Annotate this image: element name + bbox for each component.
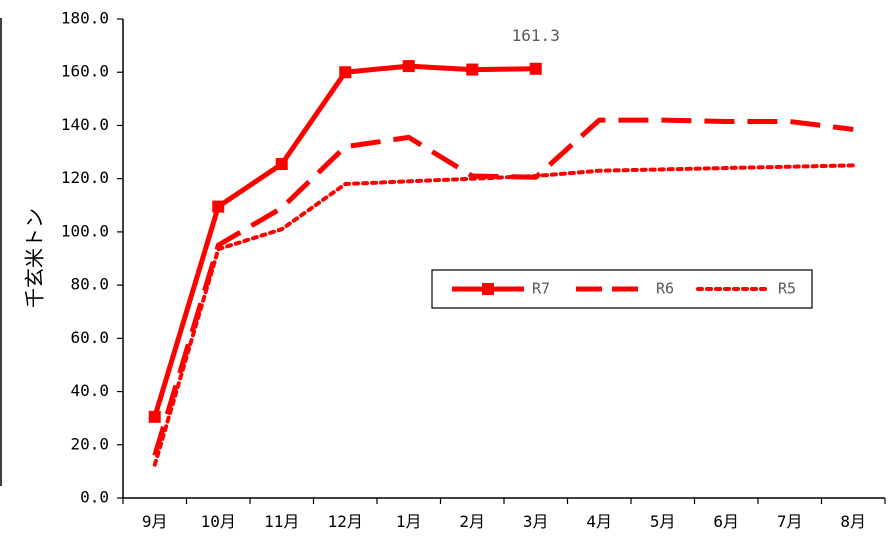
y-tick-label: 20.0 [70, 434, 109, 453]
series-R5 [152, 163, 856, 467]
data-point-R7 [529, 62, 542, 75]
x-tick-label: 2月 [459, 512, 485, 531]
y-tick-label: 40.0 [70, 381, 109, 400]
series-R6 [152, 117, 854, 457]
data-point-R7 [212, 200, 225, 213]
x-tick-label: 6月 [713, 512, 739, 531]
x-tick-label: 10月 [201, 512, 236, 531]
data-labels: 161.3 [512, 26, 560, 45]
series-line-R5 [152, 163, 856, 467]
legend-item-R7: R7 [452, 280, 550, 298]
x-tick-label: 3月 [523, 512, 549, 531]
data-point-R7 [402, 60, 415, 73]
y-tick-label: 0.0 [80, 488, 109, 507]
data-point-R7 [339, 66, 352, 79]
y-tick-label: 160.0 [61, 62, 109, 81]
x-tick-label: 4月 [586, 512, 612, 531]
x-tick-label: 1月 [396, 512, 422, 531]
series-line-R6 [152, 117, 854, 457]
x-tick-label: 11月 [264, 512, 299, 531]
series-line-R7 [152, 63, 536, 418]
legend-item-R5: R5 [696, 280, 796, 298]
legend-label-R6: R6 [656, 280, 674, 298]
data-point-R7 [466, 63, 479, 76]
legend-item-R6: R6 [576, 280, 674, 298]
x-tick-label: 8月 [840, 512, 866, 531]
series-layer [148, 60, 856, 467]
x-tick-label: 7月 [777, 512, 803, 531]
legend: R7 R6 R5 [431, 269, 813, 309]
y-axis-label: 千玄米トン [23, 208, 47, 308]
legend-label-R7: R7 [532, 280, 550, 298]
data-point-R7 [275, 158, 288, 171]
x-tick-label: 5月 [650, 512, 676, 531]
legend-label-R5: R5 [778, 280, 796, 298]
y-tick-labels: 0.0 20.0 40.0 60.0 80.0 100.0 120.0 140.0 160.0 1… [61, 9, 109, 507]
y-tick-label: 180.0 [61, 9, 109, 28]
x-tick-label: 12月 [328, 512, 363, 531]
y-tick-label: 140.0 [61, 115, 109, 134]
y-tick-label: 120.0 [61, 168, 109, 187]
legend-marker-R7 [482, 283, 494, 295]
data-label: 161.3 [512, 26, 560, 45]
y-tick-label: 60.0 [70, 328, 109, 347]
y-tick-label: 80.0 [70, 275, 109, 294]
axes [117, 18, 886, 504]
x-tick-label: 9月 [142, 512, 168, 531]
data-point-R7 [148, 410, 161, 423]
x-tick-labels: 9月 10月 11月 12月 1月 2月 3月 4月 5月 6月 7月 8月 [142, 512, 866, 531]
series-R7 [148, 60, 542, 423]
y-tick-label: 100.0 [61, 221, 109, 240]
